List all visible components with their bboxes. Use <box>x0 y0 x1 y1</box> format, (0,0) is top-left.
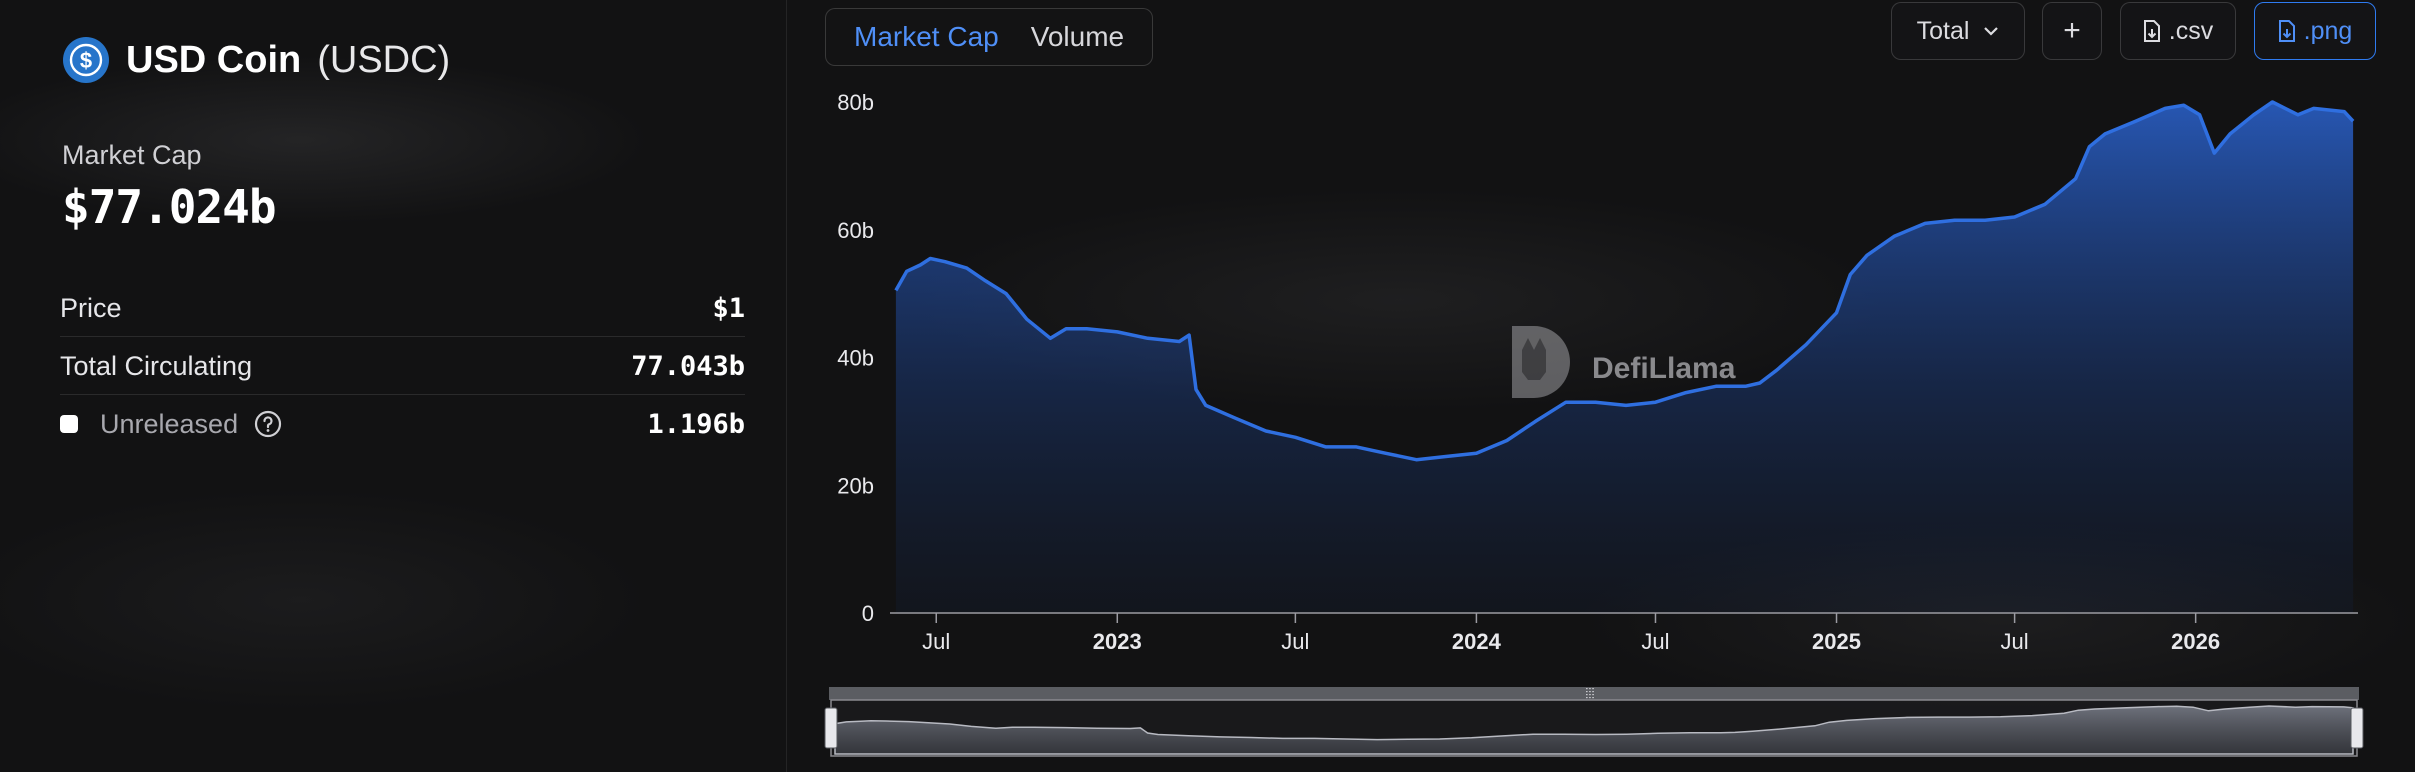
token-info-panel: $ USD Coin (USDC) Market Cap $77.024b Pr… <box>0 0 770 772</box>
x-tick-label: Jul <box>2001 629 2029 654</box>
stat-row-price: Price $1 <box>60 280 745 337</box>
png-download-button[interactable]: .png <box>2254 2 2376 60</box>
unreleased-label-group: Unreleased <box>60 409 282 440</box>
help-icon[interactable] <box>254 410 282 438</box>
y-tick-label: 60b <box>837 218 874 243</box>
file-download-icon <box>2278 20 2295 42</box>
token-symbol: (USDC) <box>317 38 451 81</box>
x-tick-label: 2025 <box>1812 629 1861 654</box>
market-cap-value: $77.024b <box>62 180 277 234</box>
range-slider[interactable]: ⦙⦙⦙ <box>824 685 2364 757</box>
slider-track[interactable] <box>829 687 2359 700</box>
stat-label: Unreleased <box>100 408 239 439</box>
stat-row-total-circulating: Total Circulating 77.043b <box>60 338 745 395</box>
csv-download-button[interactable]: .csv <box>2120 2 2236 60</box>
chart-tabs: Market Cap Volume <box>825 8 1154 66</box>
stat-value: $1 <box>712 292 745 324</box>
y-tick-label: 20b <box>837 473 874 498</box>
x-tick-label: Jul <box>1281 629 1309 654</box>
x-tick-label: Jul <box>922 629 950 654</box>
y-tick-label: 80b <box>837 90 874 115</box>
total-dropdown[interactable]: Total <box>1891 2 2025 60</box>
slider-grip-icon[interactable]: ⦙⦙⦙ <box>1585 685 1594 701</box>
file-download-icon <box>2143 20 2160 42</box>
slider-right-handle[interactable] <box>2350 707 2364 749</box>
x-tick-label: 2024 <box>1452 629 1502 654</box>
tab-market-cap[interactable]: Market Cap <box>854 21 999 52</box>
csv-label: .csv <box>2168 16 2214 45</box>
panel-divider <box>786 0 787 772</box>
defillama-logo-icon <box>1512 326 1570 398</box>
token-name: USD Coin <box>126 38 302 81</box>
x-tick-label: 2026 <box>2171 629 2220 654</box>
slider-left-handle[interactable] <box>824 707 838 749</box>
stat-row-unreleased: Unreleased 1.196b <box>60 396 745 452</box>
y-tick-label: 40b <box>837 346 874 371</box>
series-area <box>895 102 2354 613</box>
slider-preview-area <box>834 705 2354 755</box>
x-axis: Jul 2023 Jul 2024 Jul 2025 Jul 2026 <box>922 613 2220 654</box>
x-tick-label: Jul <box>1641 629 1669 654</box>
stat-label: Total Circulating <box>60 350 253 381</box>
x-tick-label: 2023 <box>1093 629 1142 654</box>
token-header: $ USD Coin (USDC) <box>62 36 450 84</box>
watermark-text: DefiLlama <box>1592 352 1736 385</box>
stat-value: 1.196b <box>647 408 745 440</box>
usdc-icon: $ <box>63 37 109 83</box>
stat-label: Price <box>60 292 122 323</box>
plus-icon: + <box>2063 14 2081 47</box>
svg-text:$: $ <box>80 48 92 73</box>
market-cap-label: Market Cap <box>62 140 202 170</box>
png-label: .png <box>2303 16 2353 45</box>
add-button[interactable]: + <box>2042 2 2102 60</box>
tab-volume[interactable]: Volume <box>1030 21 1125 52</box>
defillama-watermark: DefiLlama <box>1512 326 1736 398</box>
chevron-down-icon <box>1984 27 1999 36</box>
y-tick-label: 0 <box>862 601 874 626</box>
stat-value: 77.043b <box>631 350 745 382</box>
dropdown-label: Total <box>1916 16 1970 45</box>
unreleased-checkbox[interactable] <box>60 415 78 433</box>
y-axis: 0 20b 40b 60b 80b <box>837 90 874 626</box>
series-line <box>894 100 2355 462</box>
